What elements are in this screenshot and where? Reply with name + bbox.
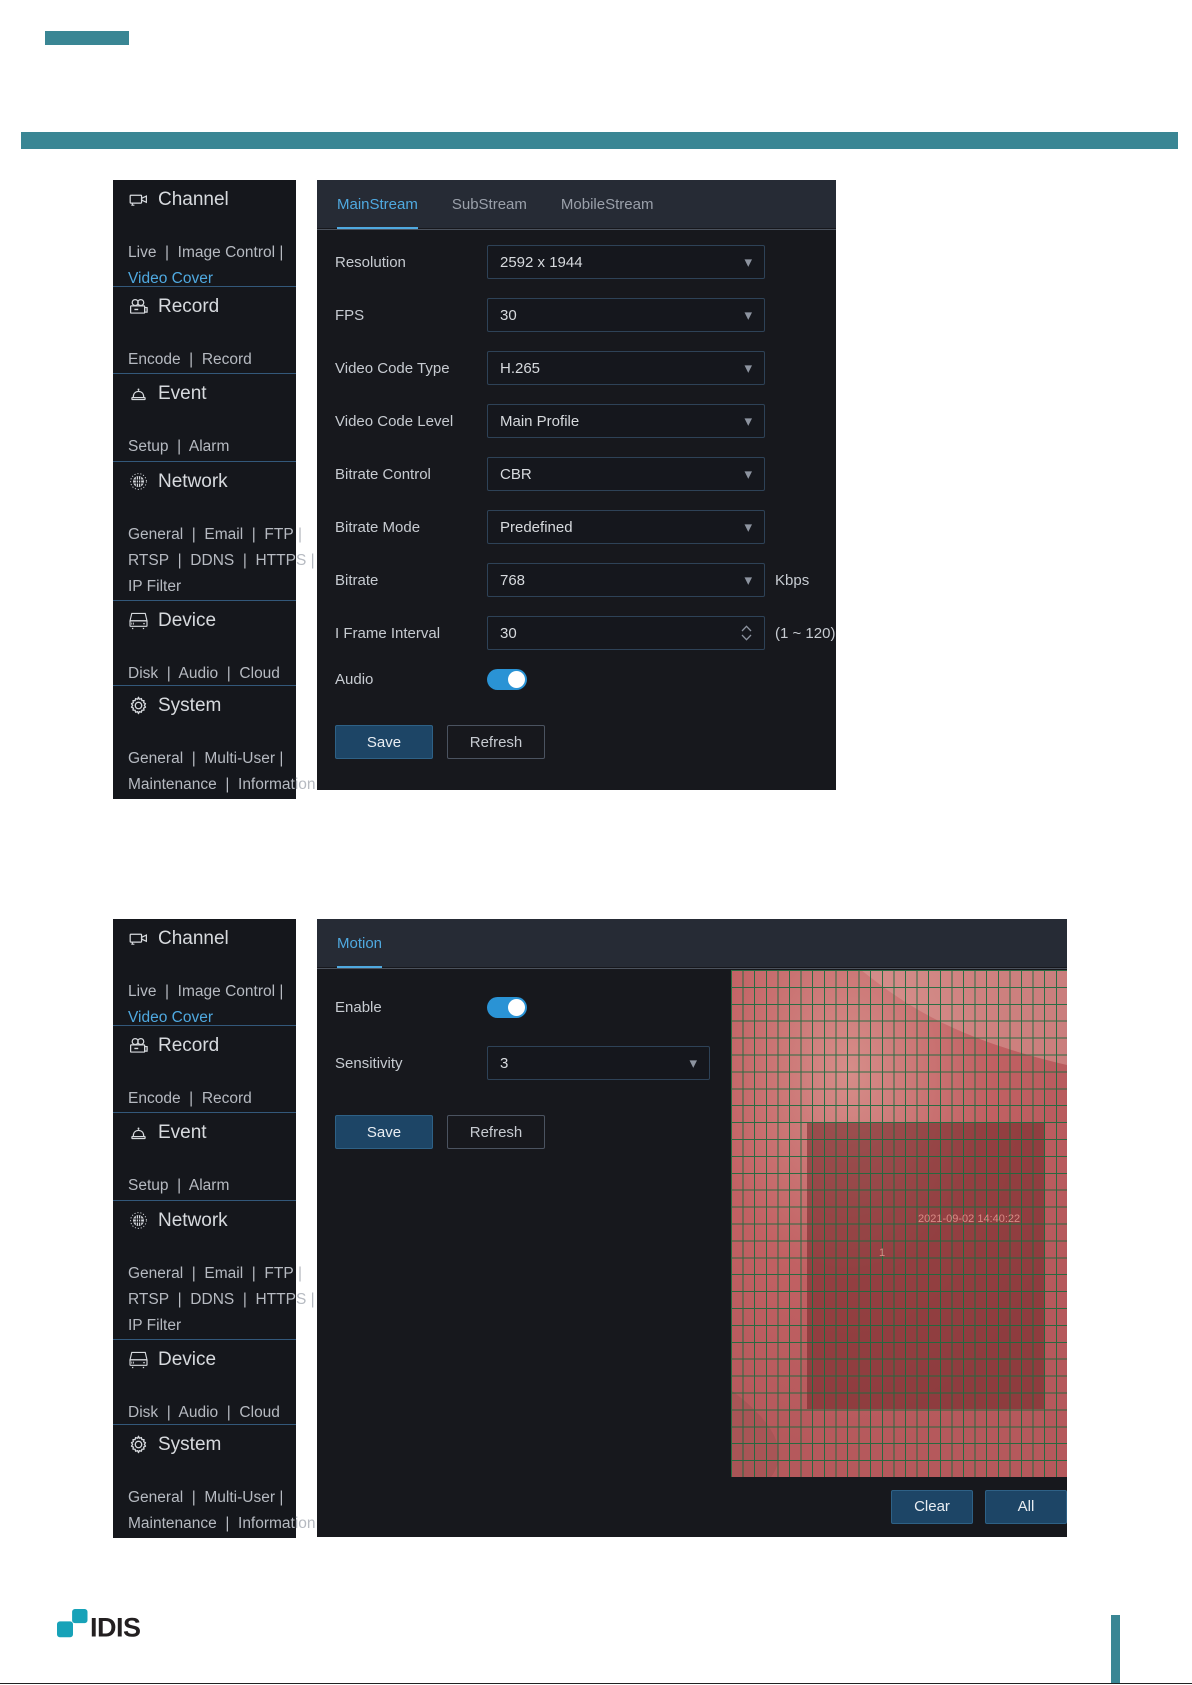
svg-text:IDIS: IDIS bbox=[90, 1612, 141, 1642]
